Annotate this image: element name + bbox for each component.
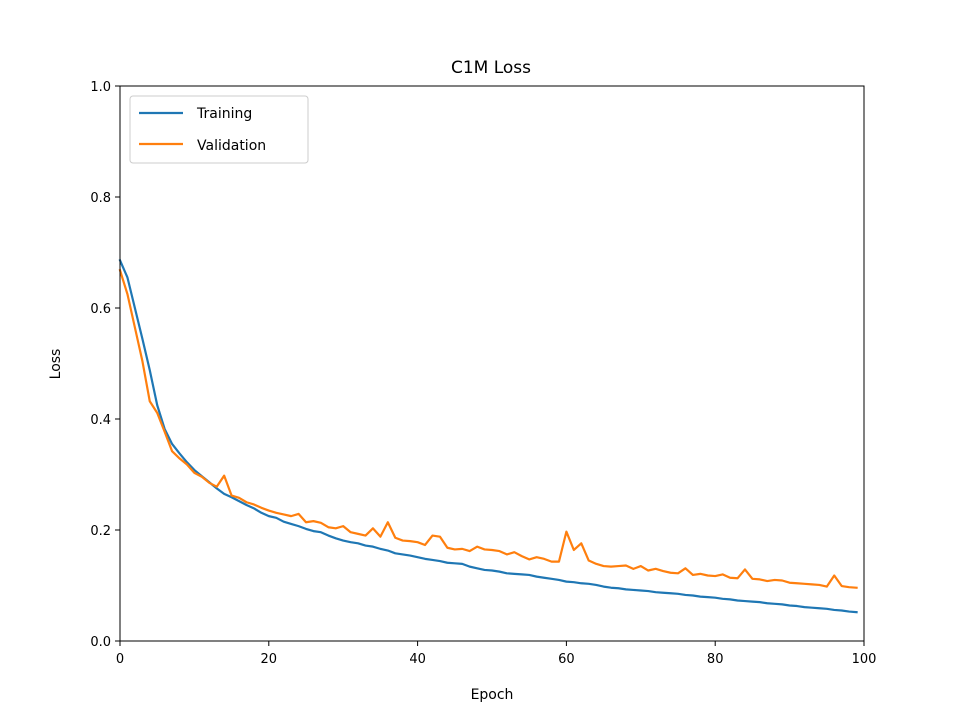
series-line-training: [118, 258, 858, 614]
legend-label-training: Training: [196, 106, 252, 122]
chart-title: C1M Loss: [451, 58, 531, 78]
y-tick-label: 0.0: [90, 635, 111, 650]
x-axis-label: Epoch: [471, 687, 514, 703]
legend-label-validation: Validation: [197, 138, 266, 154]
y-axis-label: Loss: [48, 349, 64, 380]
x-axis-ticks: 0 20 40 60 80 100: [116, 641, 877, 667]
plot-border: [119, 85, 865, 642]
x-tick-label: 60: [558, 652, 575, 667]
legend: Training Validation: [129, 95, 309, 164]
x-tick-label: 20: [261, 652, 278, 667]
y-tick-label: 0.4: [90, 413, 111, 428]
x-tick-label: 0: [116, 652, 124, 667]
y-axis-ticks: 0.0 0.2 0.4 0.6 0.8 1.0: [90, 80, 120, 650]
y-tick-label: 0.2: [90, 524, 111, 539]
x-tick-label: 40: [409, 652, 426, 667]
y-tick-label: 0.6: [90, 302, 111, 317]
y-tick-label: 1.0: [90, 80, 111, 95]
plot-area: [118, 85, 865, 642]
series-line-validation: [118, 268, 858, 589]
series-layer: [118, 258, 858, 614]
plot-frame: [120, 86, 864, 641]
y-tick-label: 0.8: [90, 191, 111, 206]
x-tick-label: 100: [852, 652, 877, 667]
x-tick-label: 80: [707, 652, 724, 667]
